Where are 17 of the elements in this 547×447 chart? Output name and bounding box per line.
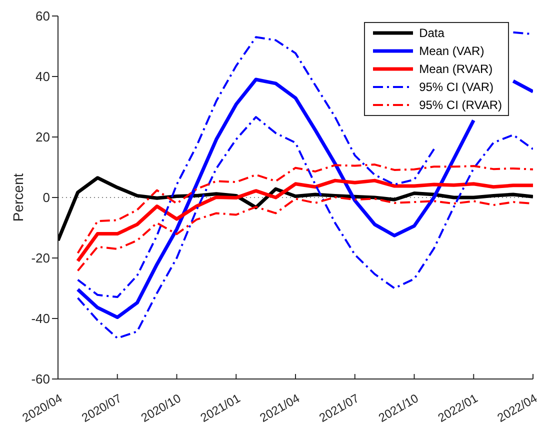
legend-label: Data [419,25,444,42]
legend-label: Mean (VAR) [419,43,484,60]
line-series [76,164,533,254]
legend-label: 95% CI (VAR) [419,79,494,96]
line-series [76,116,533,340]
y-axis-title: Percent [10,173,26,222]
y-tick-label: 40 [36,69,50,84]
y-tick-label: 0 [42,190,50,206]
y-tick-label: -40 [31,311,50,326]
line-series [58,176,533,242]
y-tick-label: -60 [31,372,50,387]
y-tick-label: 60 [36,8,50,24]
y-tick-label: -20 [31,250,50,266]
y-tick-label: 20 [36,130,50,145]
line-series [76,178,533,263]
legend-label: 95% CI (RVAR) [419,97,502,114]
legend-label: Mean (RVAR) [419,61,493,78]
